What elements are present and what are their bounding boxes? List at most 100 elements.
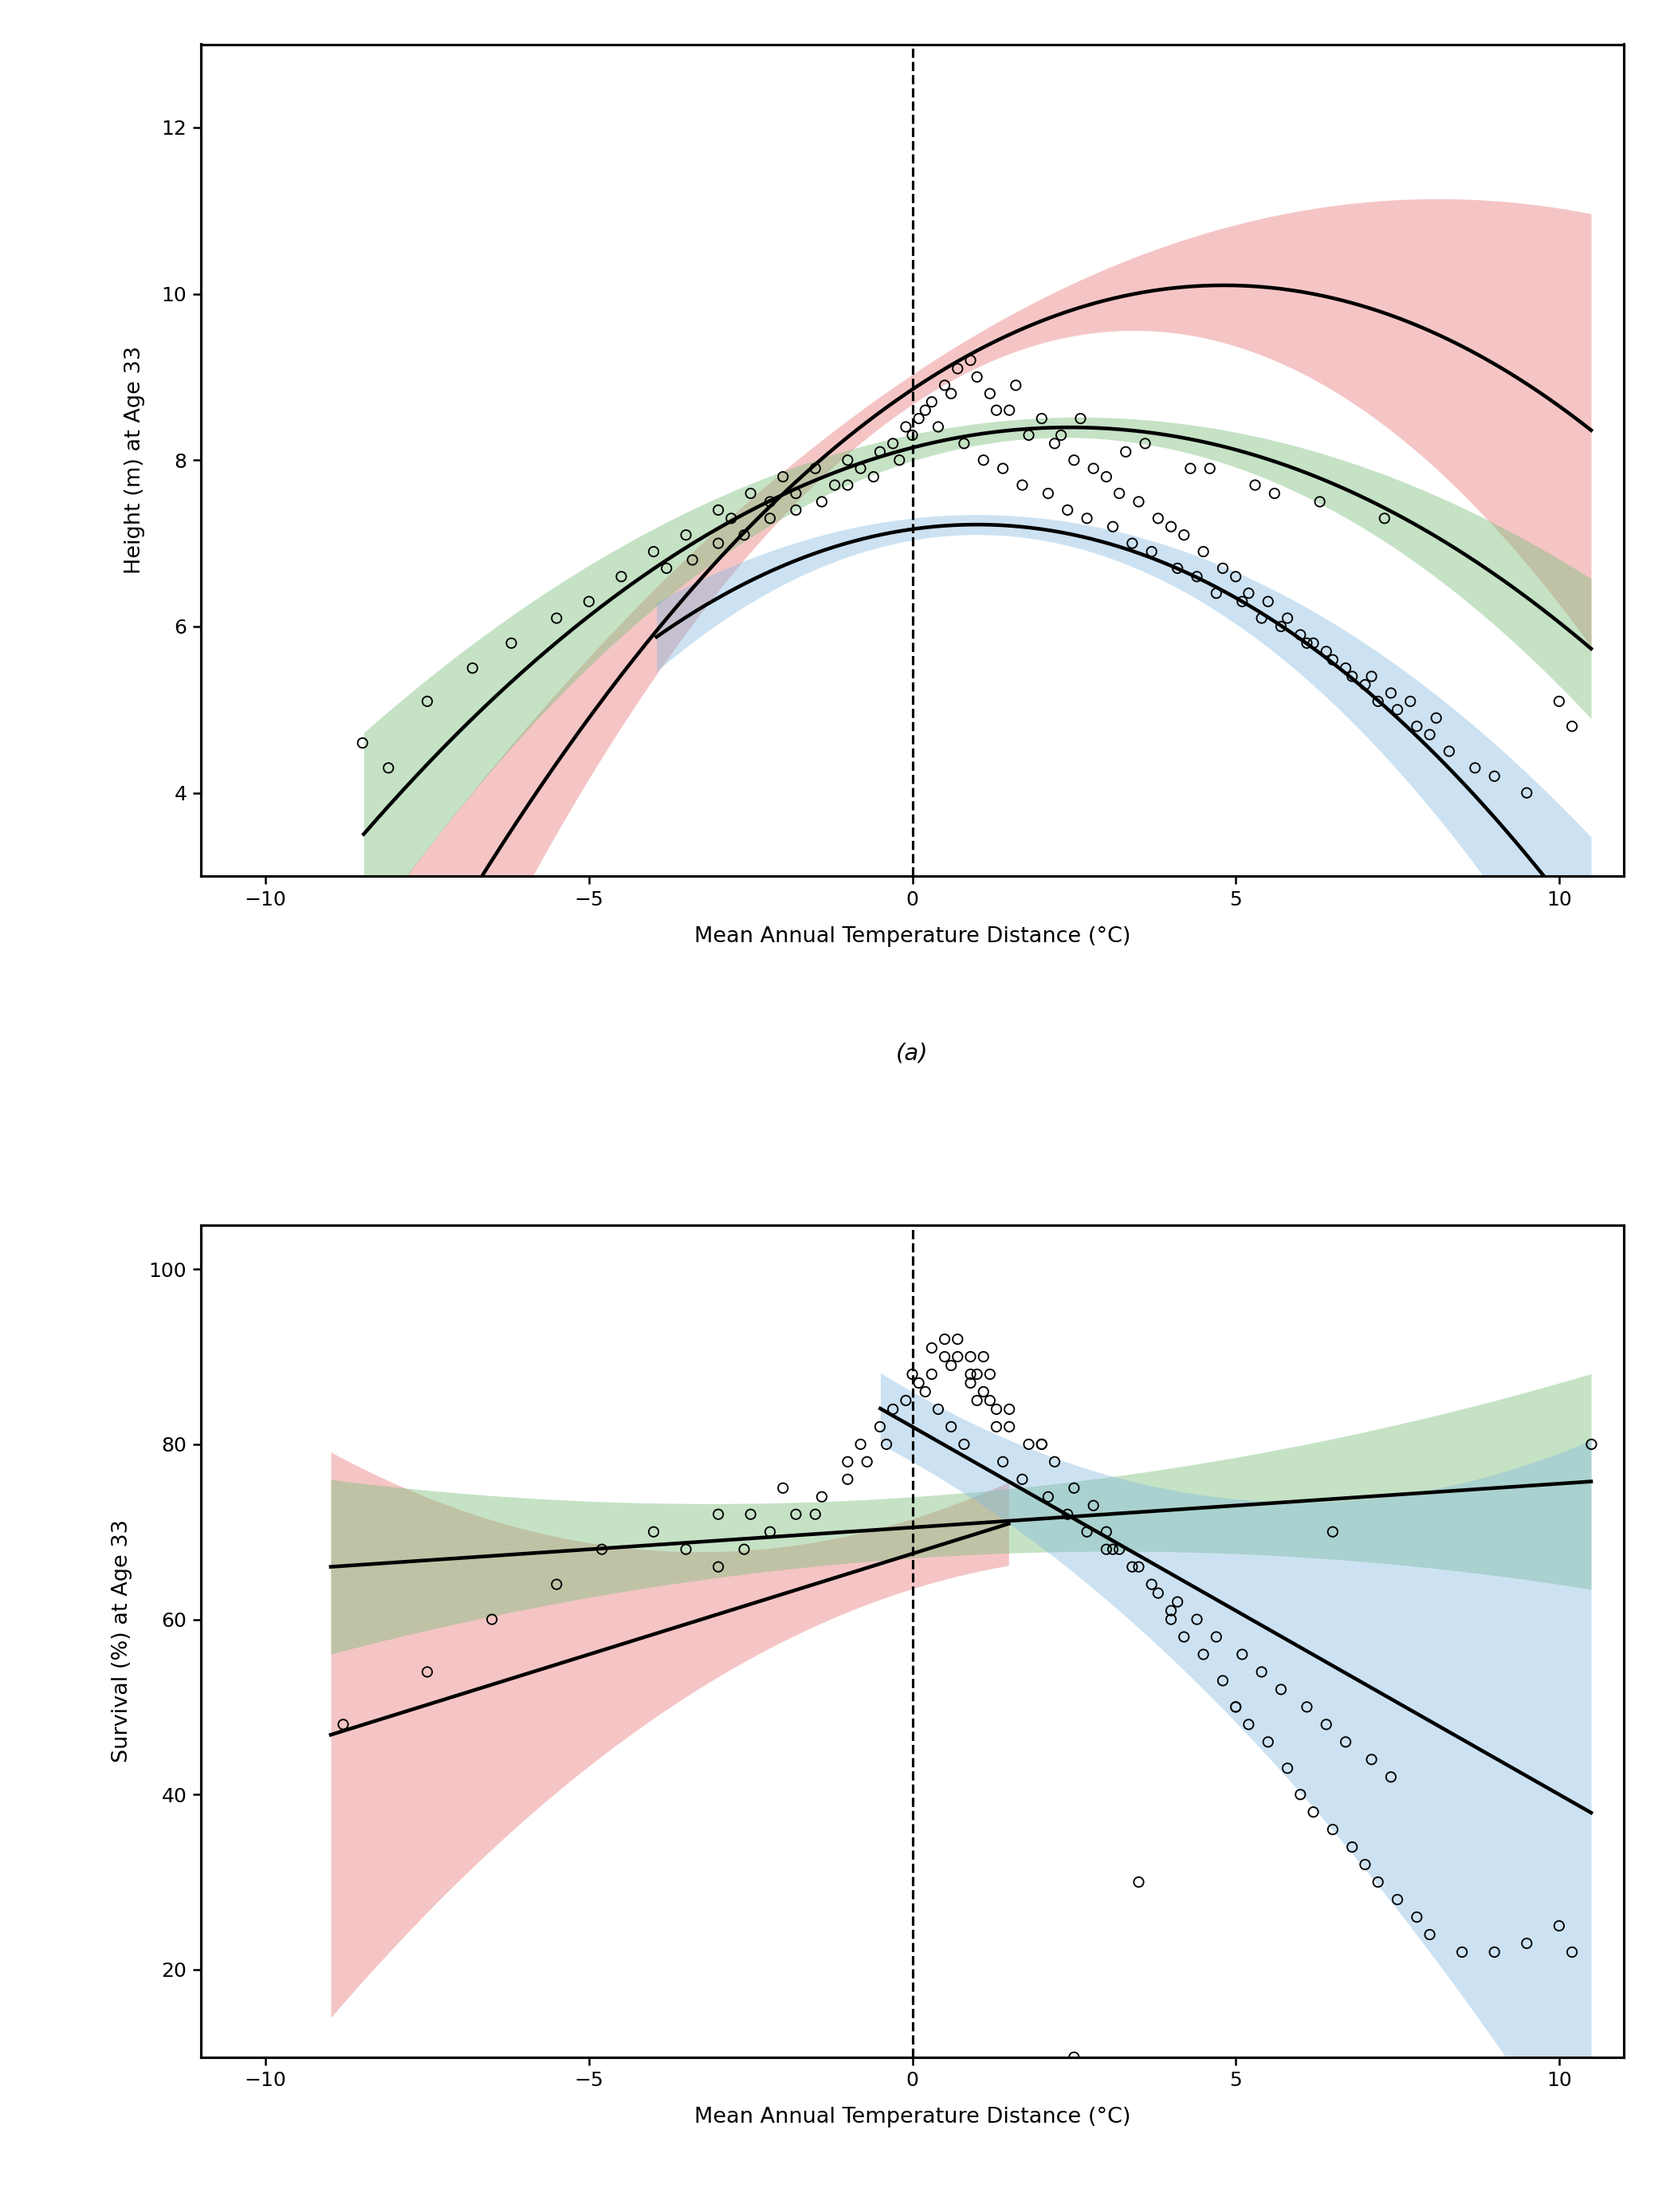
Point: [1358, 659, 1384, 695]
Point: [705, 493, 732, 529]
Point: [1061, 1471, 1088, 1506]
Point: [1016, 1427, 1043, 1462]
Point: [1190, 1637, 1217, 1672]
X-axis label: Mean Annual Temperature Distance (°C): Mean Annual Temperature Distance (°C): [695, 927, 1130, 947]
Point: [809, 484, 835, 520]
Point: [944, 1321, 971, 1356]
Point: [1204, 575, 1230, 611]
Point: [996, 1409, 1023, 1444]
Point: [1378, 675, 1404, 710]
Point: [1287, 617, 1314, 653]
Text: (a): (a): [896, 1042, 929, 1064]
Point: [1371, 500, 1398, 535]
Point: [782, 493, 809, 529]
Point: [1107, 1531, 1133, 1566]
Point: [576, 584, 603, 619]
Point: [718, 500, 745, 535]
Point: [874, 1427, 901, 1462]
Point: [976, 376, 1003, 411]
Point: [1358, 1741, 1384, 1776]
Point: [906, 1365, 932, 1400]
Point: [1048, 418, 1075, 453]
Point: [1118, 1548, 1145, 1584]
Point: [879, 425, 906, 460]
Point: [983, 1391, 1009, 1427]
Point: [732, 518, 758, 553]
Point: [906, 400, 932, 436]
Point: [770, 1471, 797, 1506]
Point: [924, 409, 951, 445]
Point: [1267, 608, 1294, 644]
Point: [639, 533, 666, 568]
Point: [1396, 684, 1423, 719]
Point: [1294, 1690, 1321, 1725]
Point: [892, 1382, 919, 1418]
Point: [1132, 425, 1158, 460]
Point: [782, 1498, 809, 1533]
Point: [589, 1531, 616, 1566]
X-axis label: Mean Annual Temperature Distance (°C): Mean Annual Temperature Distance (°C): [695, 2108, 1130, 2128]
Point: [1301, 626, 1327, 661]
Point: [1403, 1900, 1430, 1936]
Point: [1138, 533, 1165, 568]
Point: [1184, 1601, 1210, 1637]
Point: [1274, 1750, 1301, 1785]
Point: [1545, 1909, 1572, 1944]
Point: [958, 1338, 984, 1374]
Point: [1229, 584, 1256, 619]
Point: [1256, 1725, 1282, 1761]
Point: [1364, 684, 1391, 719]
Point: [1222, 1690, 1249, 1725]
Point: [971, 1338, 998, 1374]
Point: [1204, 1619, 1230, 1655]
Point: [1125, 484, 1152, 520]
Point: [1209, 1663, 1235, 1699]
Point: [1145, 1575, 1172, 1610]
Point: [1158, 1601, 1185, 1637]
Point: [879, 1391, 906, 1427]
Point: [330, 1708, 357, 1743]
Point: [919, 1329, 946, 1365]
Point: [847, 1427, 874, 1462]
Point: [1100, 1531, 1127, 1566]
Point: [1035, 1480, 1061, 1515]
Point: [1242, 467, 1269, 502]
Point: [1351, 1847, 1378, 1882]
Point: [1222, 1690, 1249, 1725]
Point: [958, 1365, 984, 1400]
Point: [937, 1409, 964, 1444]
Point: [1384, 692, 1411, 728]
Point: [1125, 1548, 1152, 1584]
Point: [1384, 1882, 1411, 1918]
Point: [1558, 708, 1585, 743]
Point: [542, 599, 569, 635]
Point: [971, 1374, 998, 1409]
Point: [1093, 1531, 1120, 1566]
Point: [1073, 500, 1100, 535]
Point: [834, 467, 860, 502]
Point: [854, 1444, 881, 1480]
Point: [924, 1391, 951, 1427]
Point: [1080, 451, 1107, 487]
Point: [653, 551, 680, 586]
Point: [1481, 1936, 1508, 1971]
Point: [1333, 650, 1359, 686]
Point: [931, 1338, 958, 1374]
Point: [860, 460, 887, 495]
Point: [497, 626, 524, 661]
Point: [1100, 509, 1127, 544]
Point: [951, 425, 978, 460]
Point: [886, 442, 912, 478]
Point: [350, 726, 377, 761]
Point: [1333, 1725, 1359, 1761]
Point: [1158, 1593, 1185, 1628]
Point: [802, 451, 829, 487]
Point: [1423, 701, 1450, 737]
Point: [1274, 599, 1301, 635]
Point: [892, 409, 919, 445]
Point: [1287, 1776, 1314, 1812]
Point: [1041, 425, 1068, 460]
Point: [1229, 1637, 1256, 1672]
Point: [1170, 1619, 1197, 1655]
Point: [958, 1356, 984, 1391]
